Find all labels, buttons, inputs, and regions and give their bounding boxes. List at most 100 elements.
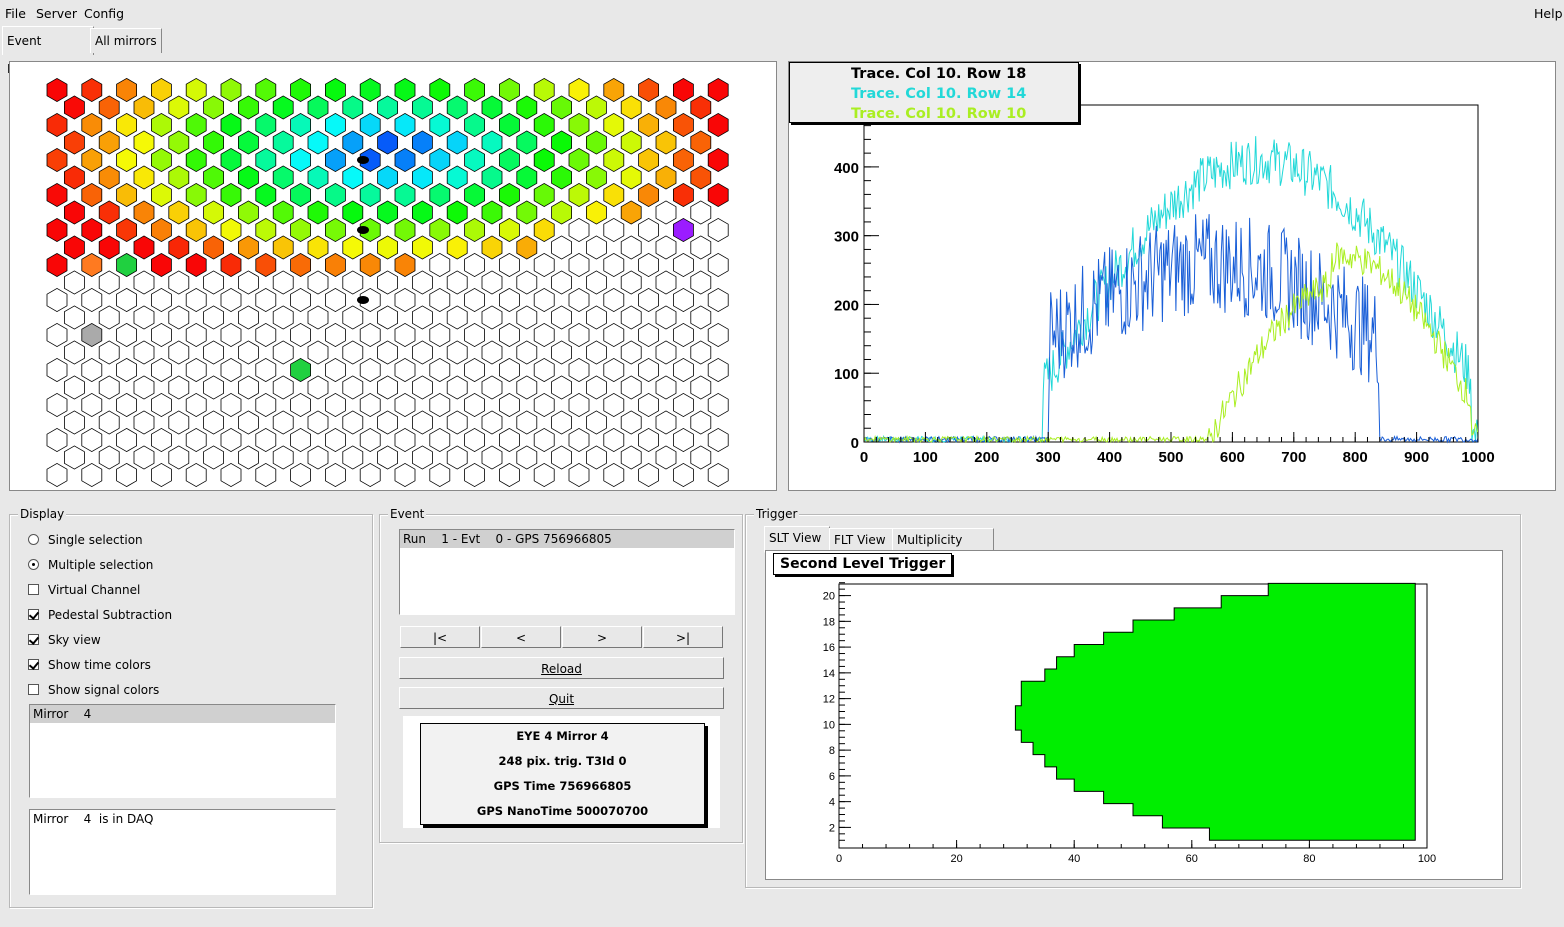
camera-pixel <box>203 130 225 155</box>
trace-canvas[interactable]: 0 100 200 300 400 500 600 700 800 900 1000 0 100 200 3… <box>788 61 1556 491</box>
camera-pixel <box>81 357 103 383</box>
menu-file[interactable]: File <box>5 6 26 21</box>
camera-pixel <box>655 375 677 400</box>
camera-pixel <box>133 95 155 120</box>
camera-pixel <box>620 165 642 190</box>
menu-server[interactable]: Server <box>36 6 77 21</box>
camera-pixel <box>98 130 120 155</box>
prev-event-button[interactable]: < <box>481 626 561 648</box>
legend-entry-row10: Trace. Col 10. Row 10 <box>851 106 1027 122</box>
list-item[interactable]: Mirror 4 is in DAQ <box>33 812 154 826</box>
quit-label: Quit <box>548 692 575 706</box>
camera-pixel <box>185 427 207 453</box>
camera-pixel <box>272 270 294 295</box>
camera-pixel <box>290 182 312 208</box>
camera-pixel <box>498 462 520 488</box>
y-tick-label: 0 <box>851 435 859 452</box>
tab-flt-view[interactable]: FLT View <box>829 528 893 552</box>
camera-pixel <box>255 322 277 348</box>
camera-pixel <box>394 357 416 383</box>
camera-pixel <box>446 235 468 260</box>
radio-icon[interactable] <box>28 559 39 570</box>
x-tick-label: 0 <box>860 449 868 466</box>
first-event-button[interactable]: |< <box>400 626 480 648</box>
reload-label: Reload <box>541 662 582 676</box>
camera-pixel <box>307 235 329 260</box>
camera-pixel <box>603 322 625 348</box>
checkbox-icon[interactable] <box>28 609 39 620</box>
list-item[interactable]: Run 1 - Evt 0 - GPS 756966805 <box>400 530 734 548</box>
checkbox-icon[interactable] <box>28 684 39 695</box>
camera-pixel <box>498 217 520 243</box>
option-label: Virtual Channel <box>48 583 141 597</box>
checkbox-icon[interactable] <box>28 634 39 645</box>
checkbox-icon[interactable] <box>28 584 39 595</box>
radio-icon[interactable] <box>28 534 39 545</box>
camera-pixel <box>481 305 503 330</box>
y-tick-label: 10 <box>823 719 835 731</box>
checkbox-icon[interactable] <box>28 659 39 670</box>
x-tick-label: 800 <box>1343 449 1368 466</box>
camera-pixel <box>307 410 329 435</box>
camera-pixel <box>168 410 190 435</box>
menu-help[interactable]: Help <box>1534 6 1563 21</box>
tab-slt-view[interactable]: SLT View <box>764 526 830 553</box>
camera-pixel <box>377 445 399 470</box>
camera-pixel <box>429 427 451 453</box>
x-tick-label: 200 <box>974 449 999 466</box>
camera-pixel <box>498 182 520 208</box>
reload-button[interactable]: Reload <box>399 657 724 679</box>
camera-pixel <box>481 235 503 260</box>
next-event-button[interactable]: > <box>562 626 642 648</box>
camera-pixel <box>411 340 433 365</box>
quit-button[interactable]: Quit <box>399 687 724 709</box>
camera-pixel <box>551 200 572 225</box>
x-tick-label: 400 <box>1097 449 1122 466</box>
camera-pixel <box>307 200 329 225</box>
camera-pixel <box>185 357 207 383</box>
camera-pixel <box>620 130 642 155</box>
camera-pixel <box>98 270 120 295</box>
slt-canvas[interactable]: 0 20 40 60 80 100 2 4 6 8 10 12 14 16 18 20 Second Leve… <box>765 550 1503 880</box>
event-list[interactable]: Run 1 - Evt 0 - GPS 756966805 <box>399 529 735 615</box>
camera-pixel <box>168 200 190 225</box>
camera-pixel <box>394 217 416 243</box>
camera-pixel-map[interactable] <box>10 62 776 490</box>
tab-event-display[interactable]: Event Display <box>2 26 94 76</box>
trace-plot[interactable]: 0 100 200 300 400 500 600 700 800 900 1000 0 100 200 3… <box>789 62 1555 490</box>
mirror-list[interactable]: Mirror 4 <box>29 704 336 798</box>
camera-pixel <box>185 252 207 278</box>
option-label: Show signal colors <box>48 683 160 697</box>
slt-plot[interactable]: 0 20 40 60 80 100 2 4 6 8 10 12 14 16 18 20 <box>766 551 1502 879</box>
camera-pixel <box>673 357 694 383</box>
camera-pixel <box>707 252 729 278</box>
camera-pixel <box>586 165 607 190</box>
camera-canvas[interactable] <box>9 61 777 491</box>
last-event-button[interactable]: >| <box>643 626 723 648</box>
camera-pixel <box>638 77 659 103</box>
list-item[interactable]: Mirror 4 <box>30 705 335 723</box>
camera-pixel <box>64 200 85 225</box>
camera-pixel <box>116 462 137 488</box>
camera-pixel <box>394 427 416 453</box>
camera-pixel <box>324 392 346 418</box>
tab-all-mirrors[interactable]: All mirrors <box>90 28 162 53</box>
camera-pixel <box>481 410 503 435</box>
y-tick-label: 14 <box>823 668 835 680</box>
x-tick-label: 1000 <box>1461 449 1494 466</box>
mirror-status-list[interactable]: Mirror 4 is in DAQ <box>29 809 336 895</box>
camera-pixel <box>481 445 503 470</box>
camera-pixel <box>98 305 120 330</box>
camera-pixel <box>133 165 155 190</box>
camera-pixel <box>46 357 68 383</box>
tab-multiplicity-view[interactable]: Multiplicity View <box>892 528 994 569</box>
camera-pixel <box>342 410 364 435</box>
menu-config[interactable]: Config <box>84 6 125 21</box>
camera-pixel <box>690 305 712 330</box>
camera-pixel <box>237 375 259 400</box>
camera-pixel <box>359 182 381 208</box>
camera-pixel <box>481 375 503 400</box>
camera-pixel <box>638 252 659 278</box>
camera-pixel <box>481 340 503 365</box>
camera-pixel <box>655 410 677 435</box>
